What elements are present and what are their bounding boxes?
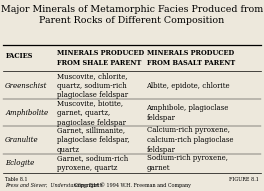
- Text: Greenschist: Greenschist: [5, 82, 48, 90]
- Text: FACIES: FACIES: [5, 52, 33, 60]
- Text: Garnet, sodium-rich
pyroxene, quartz: Garnet, sodium-rich pyroxene, quartz: [57, 154, 128, 172]
- Text: Granulite: Granulite: [5, 136, 39, 144]
- Text: MINERALS PRODUCED
FROM SHALE PARENT: MINERALS PRODUCED FROM SHALE PARENT: [57, 49, 144, 67]
- Text: FIGURE 8.1: FIGURE 8.1: [229, 177, 259, 182]
- Text: Calcium-rich pyroxene,
calcium-rich plagioclase
feldspar: Calcium-rich pyroxene, calcium-rich plag…: [147, 126, 233, 154]
- Text: Press and Siever,  Understanding Earth: Press and Siever, Understanding Earth: [5, 183, 103, 188]
- Text: Copyright © 1994 W.H. Freeman and Company: Copyright © 1994 W.H. Freeman and Compan…: [74, 183, 190, 189]
- Text: Sodium-rich pyroxene,
garnet: Sodium-rich pyroxene, garnet: [147, 154, 228, 172]
- Text: Muscovite, chlorite,
quartz, sodium-rich
plagioclase feldspar: Muscovite, chlorite, quartz, sodium-rich…: [57, 72, 128, 99]
- Text: Eclogite: Eclogite: [5, 159, 35, 167]
- Text: Table 8.1: Table 8.1: [5, 177, 28, 182]
- Text: Amphibole, plagioclase
feldspar: Amphibole, plagioclase feldspar: [147, 104, 229, 122]
- Text: Albite, epidote, chlorite: Albite, epidote, chlorite: [147, 82, 230, 90]
- Text: Amphibolite: Amphibolite: [5, 109, 48, 117]
- Text: Garnet, sillimanite,
plagioclase feldspar,
quartz: Garnet, sillimanite, plagioclase feldspa…: [57, 126, 129, 154]
- Text: Muscovite, biotite,
garnet, quartz,
pagioclase feldspar: Muscovite, biotite, garnet, quartz, pagi…: [57, 99, 126, 127]
- Text: MINERALS PRODUCED
FROM BASALT PARENT: MINERALS PRODUCED FROM BASALT PARENT: [147, 49, 235, 67]
- Text: Major Minerals of Metamorphic Facies Produced from
Parent Rocks of Different Com: Major Minerals of Metamorphic Facies Pro…: [1, 5, 263, 25]
